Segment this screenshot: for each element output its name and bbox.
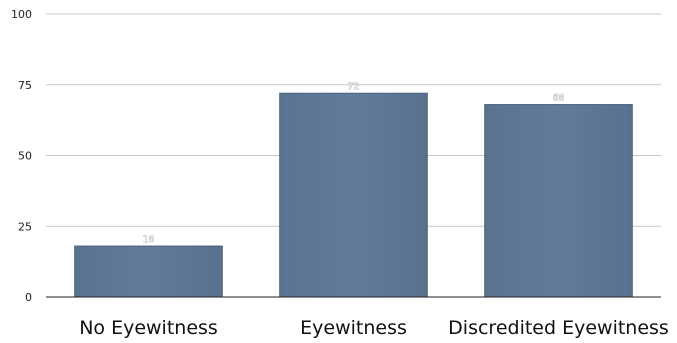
y-tick-label: 50: [18, 150, 32, 163]
x-category-label: No Eyewitness: [79, 317, 218, 339]
bar-no-eyewitness: [74, 245, 223, 298]
data-label: 72: [348, 82, 359, 92]
y-tick-label: 0: [25, 291, 32, 304]
x-category-label: Eyewitness: [300, 317, 407, 339]
bar-eyewitness: [279, 92, 428, 298]
data-labels: 18 72 68: [142, 82, 565, 245]
bars: [74, 92, 633, 298]
bar-discredited-eyewitness: [484, 104, 633, 298]
data-label: 18: [143, 235, 155, 245]
y-tick-label: 75: [18, 79, 32, 92]
data-label: 68: [553, 94, 565, 104]
x-category-label: Discredited Eyewitness: [448, 317, 669, 339]
y-axis-ticks: 0 25 50 75 100: [11, 8, 32, 304]
y-tick-label: 100: [11, 8, 32, 21]
y-tick-label: 25: [18, 220, 32, 233]
x-axis-labels: No Eyewitness Eyewitness Discredited Eyewi…: [79, 317, 669, 339]
